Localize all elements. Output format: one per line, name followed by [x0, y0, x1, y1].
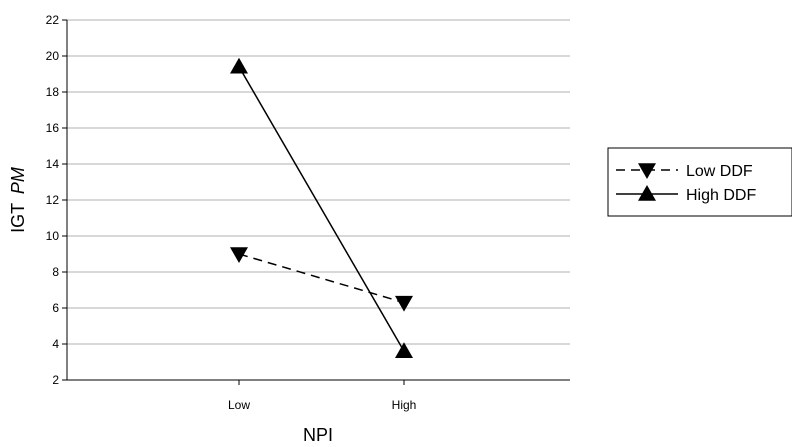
x-ticks: Low High — [228, 380, 416, 412]
y-axis-title-italic: PM — [8, 167, 28, 194]
y-tick-label: 2 — [52, 373, 59, 387]
y-ticks: 2 4 6 8 10 12 14 16 18 20 22 — [46, 13, 67, 387]
data-point-marker — [230, 247, 248, 263]
series-high-ddf — [230, 57, 413, 358]
y-tick-label: 12 — [46, 193, 60, 207]
y-tick-label: 20 — [46, 49, 60, 63]
legend: Low DDF High DDF — [607, 147, 792, 217]
legend-label: High DDF — [686, 187, 756, 204]
series-group — [230, 57, 413, 358]
legend-box — [607, 147, 792, 217]
series-low-ddf — [230, 247, 413, 312]
series-line — [238, 253, 405, 304]
data-point-marker — [230, 57, 248, 74]
legend-label: Low DDF — [686, 163, 753, 180]
legend-marker — [638, 185, 656, 201]
y-axis-title-main: IGT — [8, 203, 28, 233]
y-tick-label: 18 — [46, 85, 60, 99]
legend-marker — [638, 163, 656, 179]
legend-item: High DDF — [616, 185, 756, 204]
x-axis-title: NPI — [303, 425, 333, 445]
y-tick-label: 8 — [52, 265, 59, 279]
legend-item: Low DDF — [616, 163, 753, 180]
y-tick-label: 6 — [52, 301, 59, 315]
y-tick-label: 16 — [46, 121, 60, 135]
series-line — [238, 66, 405, 352]
data-point-marker — [395, 342, 413, 358]
data-point-marker — [395, 295, 413, 312]
y-tick-label: 22 — [46, 13, 60, 27]
y-axis-title: IGT PM — [8, 167, 28, 233]
grid-lines — [67, 19, 570, 345]
x-tick-label: High — [392, 398, 417, 412]
y-tick-label: 14 — [46, 157, 60, 171]
x-tick-label: Low — [228, 398, 250, 412]
y-tick-label: 10 — [46, 229, 60, 243]
y-tick-label: 4 — [52, 337, 59, 351]
